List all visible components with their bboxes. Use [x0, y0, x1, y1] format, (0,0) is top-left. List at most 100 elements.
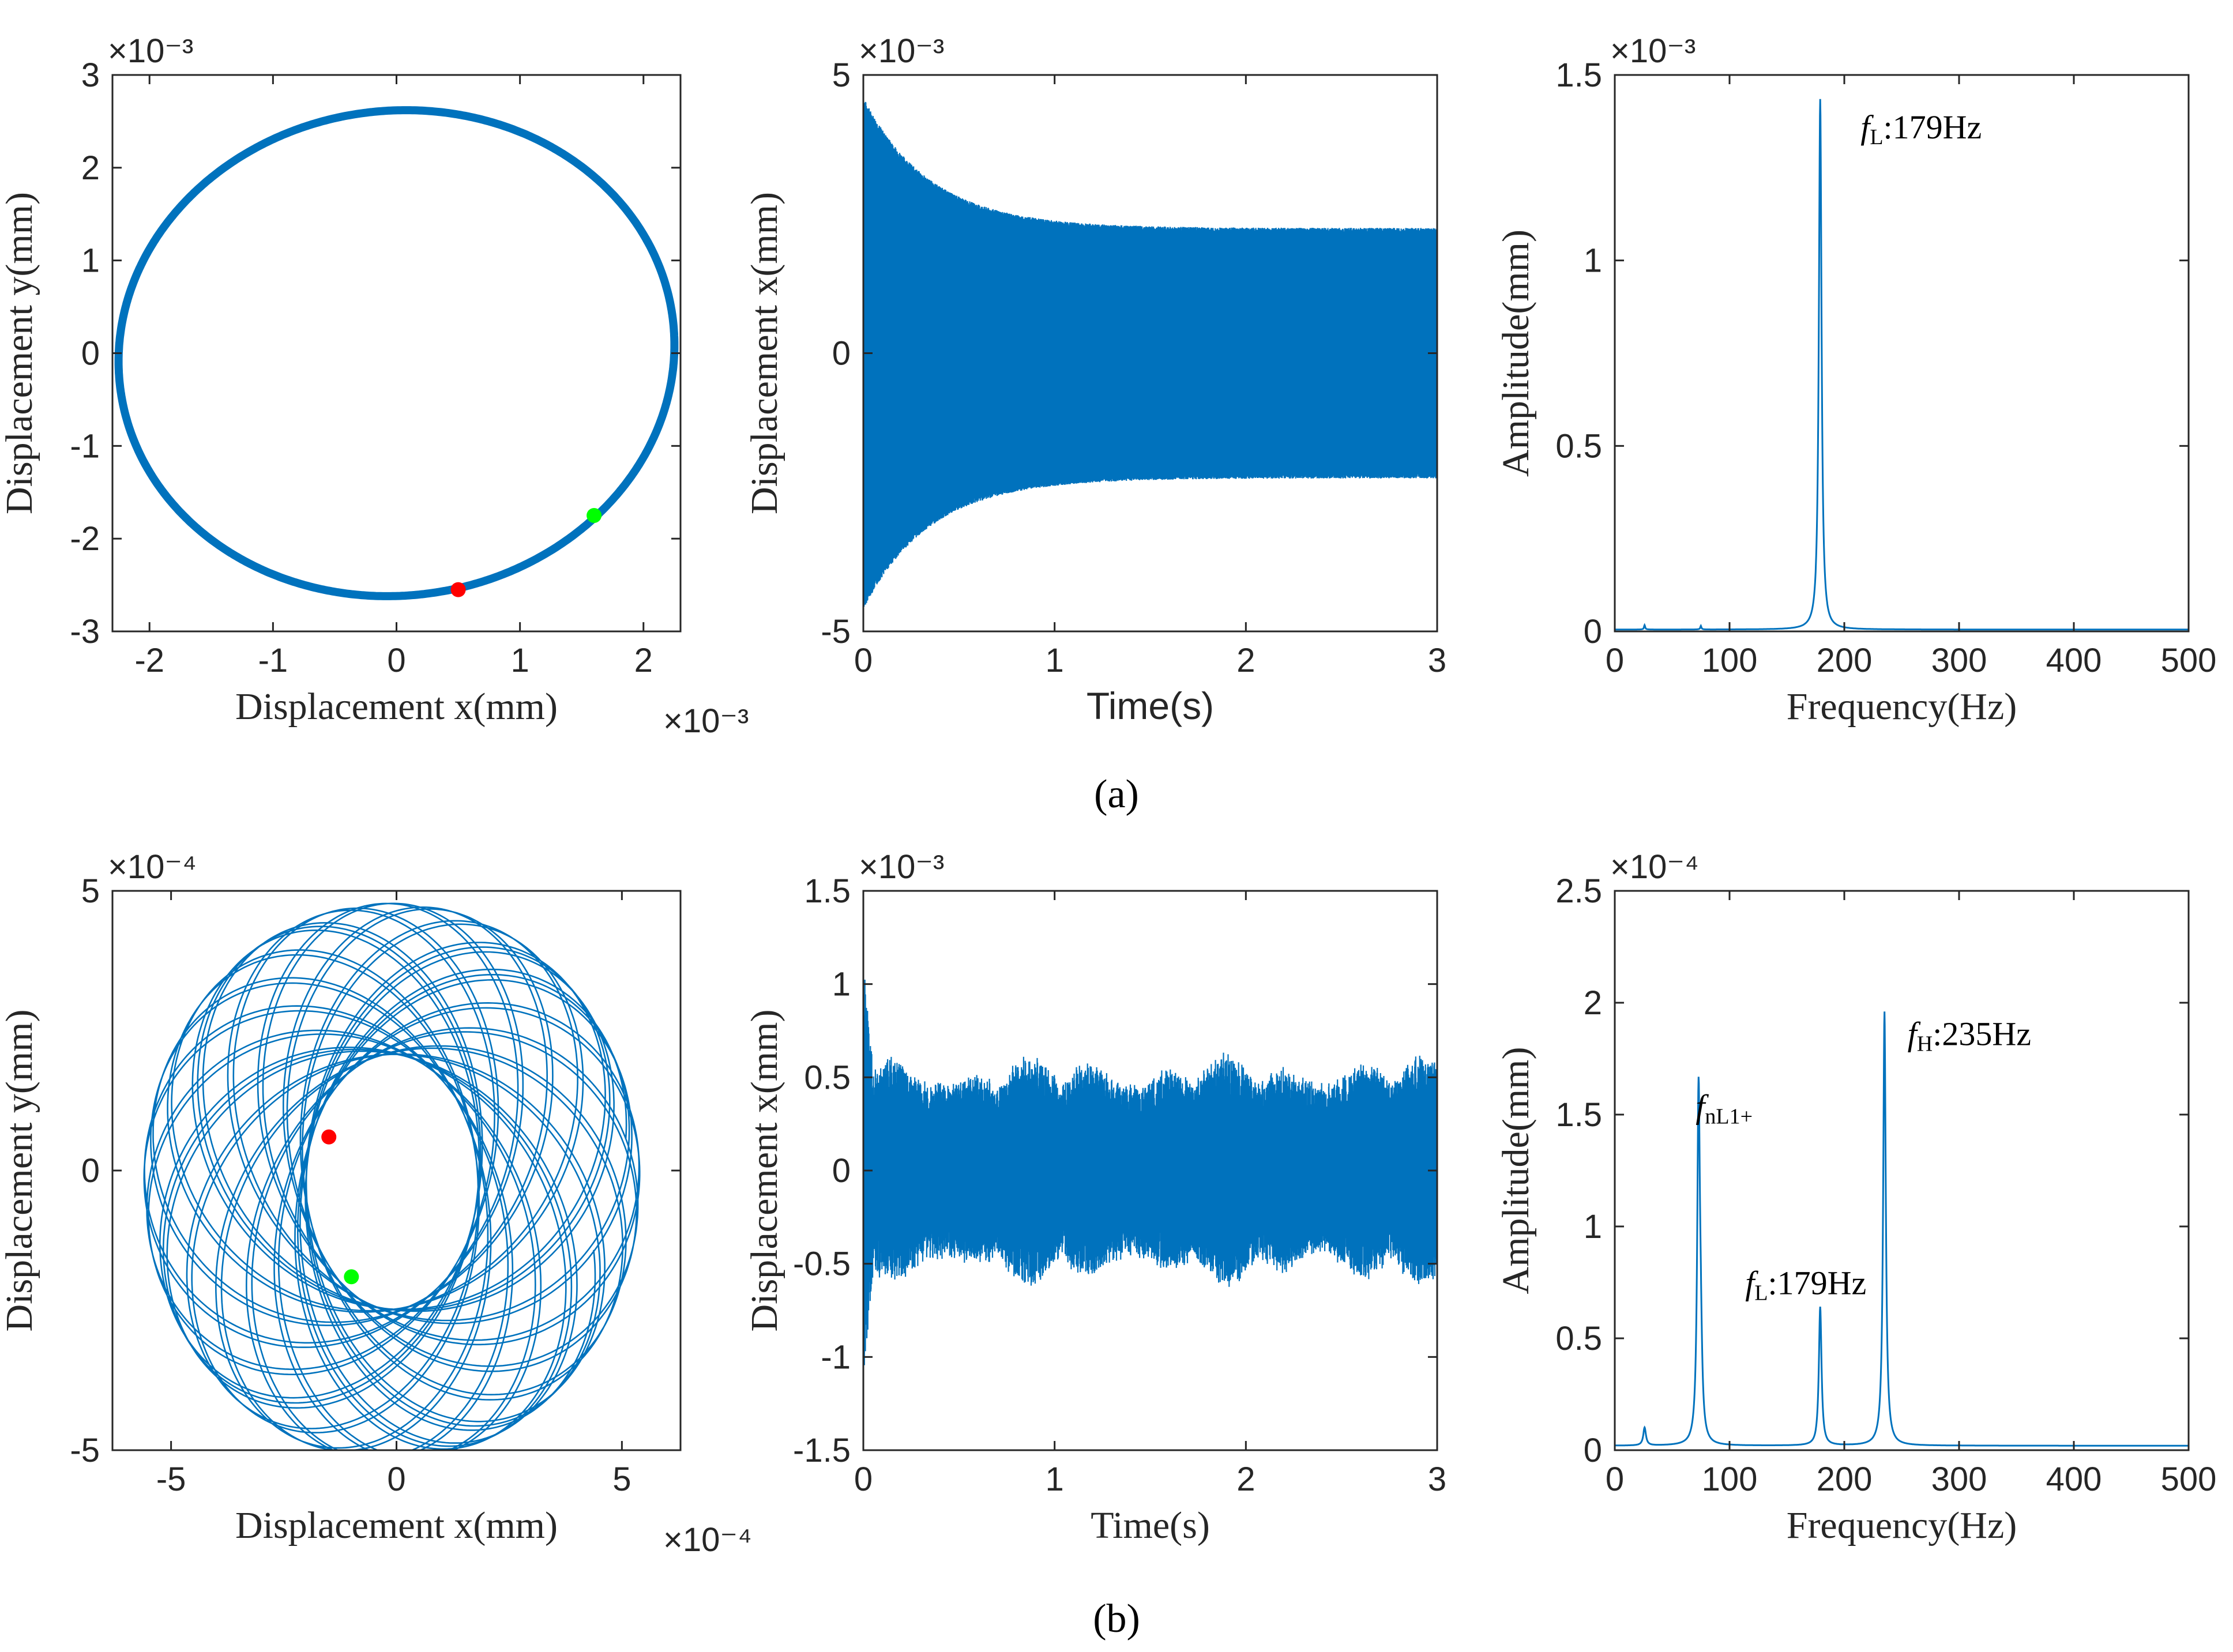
y-tick-label: 1.5: [804, 872, 851, 910]
y-tick-label: 2.5: [1555, 872, 1602, 910]
y-tick-label: 1: [832, 966, 851, 1003]
marker-start: [321, 1129, 337, 1145]
y-tick-label: 5: [832, 57, 851, 94]
x-tick-label: 200: [1817, 642, 1873, 679]
marker-start: [450, 582, 466, 597]
chart-b1: -5 0 5 -5 0 5 Displacement x(mm) Displacement y…: [0, 848, 752, 1559]
y-tick-label: 1: [1584, 242, 1602, 280]
x-tick-label: 0: [854, 642, 873, 679]
y-tick-label: -5: [821, 613, 851, 650]
y-tick-label: 0: [832, 335, 851, 372]
y-tick-label: 0.5: [804, 1059, 851, 1096]
x-tick-label: 1: [1046, 642, 1064, 679]
y-tick-label: 0: [81, 1152, 100, 1190]
plot-area: [1615, 1011, 2189, 1447]
y-exponent-label: ×10⁻³: [859, 848, 944, 886]
x-tick-label: 500: [2161, 642, 2217, 679]
x-tick-label: 500: [2161, 1461, 2217, 1498]
y-tick-label: 1.5: [1555, 1096, 1602, 1134]
x-axis-label: Displacement x(mm): [235, 686, 558, 728]
panel-label-a: (a): [1094, 772, 1139, 816]
x-tick-label: 2: [1236, 1461, 1255, 1498]
annotation-peak: fL:179Hz: [1860, 108, 1982, 149]
y-tick-label: -1.5: [793, 1432, 851, 1469]
y-tick-label: -1: [821, 1338, 851, 1376]
x-tick-label: 0: [1606, 642, 1624, 679]
x-tick-label: 400: [2046, 642, 2102, 679]
y-axis-label: Displacement x(mm): [743, 1009, 785, 1331]
y-axis-label: Amplitude(mm): [1495, 1047, 1537, 1294]
y-tick-label: -0.5: [793, 1245, 851, 1283]
y-tick-label: 1: [81, 242, 100, 280]
y-tick-label: -5: [70, 1432, 100, 1469]
x-tick-label: -2: [134, 642, 164, 679]
x-axis-label: Frequency(Hz): [1787, 1504, 2017, 1546]
y-tick-label: 0.5: [1555, 427, 1602, 465]
plot-area: [863, 979, 1437, 1365]
x-tick-label: 2: [634, 642, 653, 679]
x-tick-label: 400: [2046, 1461, 2102, 1498]
series-spectrum: [1615, 99, 2189, 631]
x-tick-label: -1: [258, 642, 288, 679]
x-tick-label: 0: [387, 1461, 405, 1498]
y-axis-label: Displacement y(mm): [0, 1009, 40, 1331]
x-tick-label: 3: [1428, 1461, 1446, 1498]
y-tick-label: 2: [81, 149, 100, 187]
x-axis-label: Time(s): [1087, 684, 1214, 727]
x-exponent-label: ×10⁻³: [663, 702, 749, 740]
y-exponent-label: ×10⁻³: [859, 32, 944, 70]
x-tick-label: 1: [1046, 1461, 1064, 1498]
y-tick-label: 3: [81, 57, 100, 94]
chart-b3: 0 100 200 300 400 500 0 0.5 1 1.5 2 2.5 Frequency(Hz…: [1495, 848, 2216, 1546]
y-exponent-label: ×10⁻⁴: [1610, 848, 1699, 886]
x-tick-label: 100: [1702, 642, 1758, 679]
x-tick-label: 0: [1606, 1461, 1624, 1498]
series-time: [863, 979, 1437, 1365]
axes-frame: [1614, 890, 2190, 1451]
x-axis-label: Frequency(Hz): [1787, 686, 2017, 728]
series-orbit: [143, 902, 641, 1450]
y-tick-label: 1: [1584, 1208, 1602, 1245]
panel-label-b: (b): [1093, 1597, 1140, 1641]
axes-frame: [1614, 74, 2190, 633]
y-axis-label: Amplitude(mm): [1495, 229, 1537, 477]
series-orbit: [114, 106, 679, 600]
x-tick-label: -5: [156, 1461, 186, 1498]
y-exponent-label: ×10⁻³: [108, 32, 193, 70]
y-tick-label: 5: [81, 872, 100, 910]
plot-area: [1615, 99, 2189, 631]
y-tick-label: 0: [1584, 1432, 1602, 1469]
x-tick-label: 200: [1817, 1461, 1873, 1498]
y-axis-label: Displacement y(mm): [0, 192, 40, 514]
y-tick-label: -2: [70, 520, 100, 558]
x-tick-label: 0: [387, 642, 405, 679]
y-exponent-label: ×10⁻⁴: [108, 848, 197, 886]
marker-end: [587, 507, 602, 523]
y-tick-label: 0: [1584, 613, 1602, 650]
x-exponent-label: ×10⁻⁴: [663, 1521, 752, 1559]
plot-area: [863, 101, 1437, 607]
x-tick-label: 0: [854, 1461, 873, 1498]
chart-a1: -2 -1 0 1 2 -3 -2 -1 0 1 2 3 Displacement x(mm) Displ…: [0, 32, 749, 740]
y-tick-label: 0.5: [1555, 1320, 1602, 1357]
marker-end: [344, 1269, 359, 1285]
x-tick-label: 2: [1236, 642, 1255, 679]
series-time: [863, 101, 1437, 607]
y-axis-label: Displacement x(mm): [743, 192, 785, 514]
x-tick-label: 300: [1931, 1461, 1987, 1498]
y-tick-label: 1.5: [1555, 57, 1602, 94]
x-axis-label: Time(s): [1091, 1504, 1210, 1546]
x-tick-label: 300: [1931, 642, 1987, 679]
y-tick-label: 0: [832, 1152, 851, 1190]
y-tick-label: 0: [81, 335, 100, 372]
plot-area: [143, 902, 641, 1450]
series-spectrum: [1615, 1011, 2189, 1447]
y-tick-label: 2: [1584, 984, 1602, 1022]
y-tick-label: -3: [70, 613, 100, 650]
chart-a3: 0 100 200 300 400 500 0 0.5 1 1.5 Frequency(Hz) Amp…: [1495, 32, 2216, 728]
y-tick-label: -1: [70, 427, 100, 465]
x-tick-label: 1: [510, 642, 529, 679]
x-tick-label: 5: [612, 1461, 631, 1498]
